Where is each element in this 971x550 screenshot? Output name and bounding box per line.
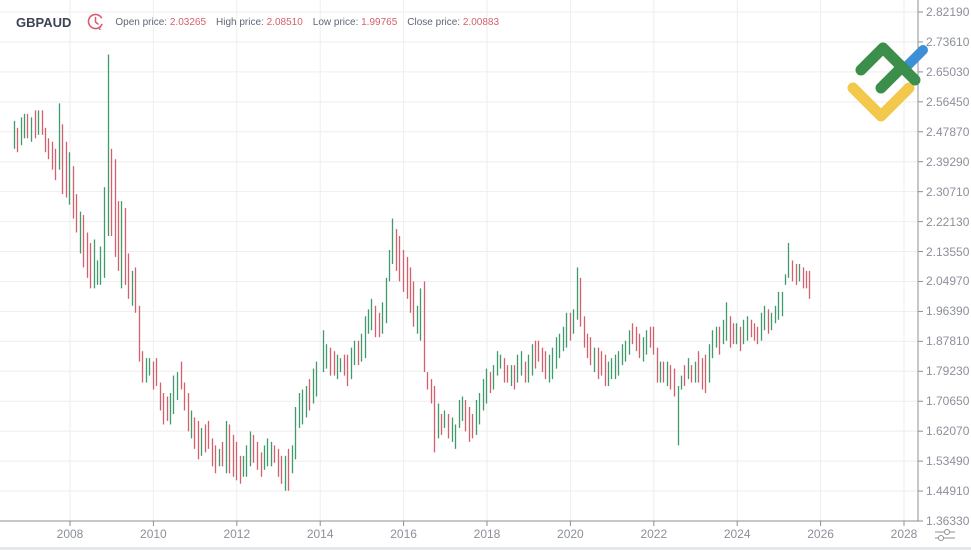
bottom-border	[0, 547, 971, 550]
close-price-label: Close price:	[407, 16, 461, 28]
low-price: Low price: 1.99765	[313, 17, 398, 28]
y-axis-label: 2.73610	[926, 34, 970, 49]
x-axis-label: 2010	[140, 527, 167, 541]
x-axis-label: 2024	[723, 527, 751, 541]
high-price-value: 2.08510	[266, 16, 303, 28]
open-price-value: 2.03265	[169, 16, 207, 28]
y-axis-label: 2.13550	[926, 244, 970, 259]
y-axis-label: 1.70650	[926, 394, 970, 409]
chart-header: GBPAUD z Open price: 2.03265 High price:…	[0, 0, 499, 44]
y-axis-label: 2.39290	[926, 154, 970, 169]
history-clock-icon[interactable]: z	[87, 13, 105, 32]
high-price: High price: 2.08510	[216, 17, 303, 28]
high-price-label: High price:	[216, 16, 264, 28]
y-axis-label: 2.47870	[926, 124, 970, 139]
close-price: Close price: 2.00883	[407, 17, 499, 28]
x-axis-label: 2014	[306, 527, 334, 541]
y-axis-label: 2.82190	[926, 5, 970, 19]
open-price: Open price: 2.03265	[115, 17, 206, 28]
y-axis-label: 1.79230	[926, 364, 970, 379]
y-axis-label: 2.30710	[926, 184, 970, 199]
y-axis-label: 1.53490	[926, 454, 970, 469]
x-axis-label: 2008	[56, 527, 84, 541]
brand-logo-icon	[845, 40, 935, 132]
x-axis-label: 2022	[640, 527, 668, 541]
x-axis-label: 2020	[557, 527, 584, 541]
x-axis-label: 2026	[807, 527, 834, 541]
low-price-label: Low price:	[312, 16, 359, 28]
close-price-value: 2.00883	[462, 16, 500, 28]
x-axis-label: 2012	[223, 527, 251, 541]
y-axis-label: 2.22130	[926, 214, 970, 229]
y-axis-label: 2.65030	[926, 64, 970, 79]
symbol-title: GBPAUD	[16, 14, 72, 30]
x-axis-label: 2028	[890, 527, 918, 541]
y-axis-label: 1.44910	[926, 484, 970, 499]
x-axis-label: 2018	[473, 527, 501, 541]
low-price-value: 1.99765	[361, 16, 398, 28]
open-price-label: Open price:	[115, 16, 168, 28]
chart-settings-sliders-icon[interactable]	[934, 527, 956, 543]
y-axis-label: 1.36330	[926, 514, 970, 528]
y-axis-label: 2.04970	[926, 274, 970, 289]
svg-text:z: z	[99, 26, 102, 31]
y-axis-label: 1.87810	[926, 334, 970, 349]
x-axis-label: 2016	[390, 527, 417, 541]
y-axis-label: 1.96390	[926, 304, 970, 319]
y-axis-label: 1.62070	[926, 424, 970, 439]
y-axis-label: 2.56450	[926, 94, 970, 109]
